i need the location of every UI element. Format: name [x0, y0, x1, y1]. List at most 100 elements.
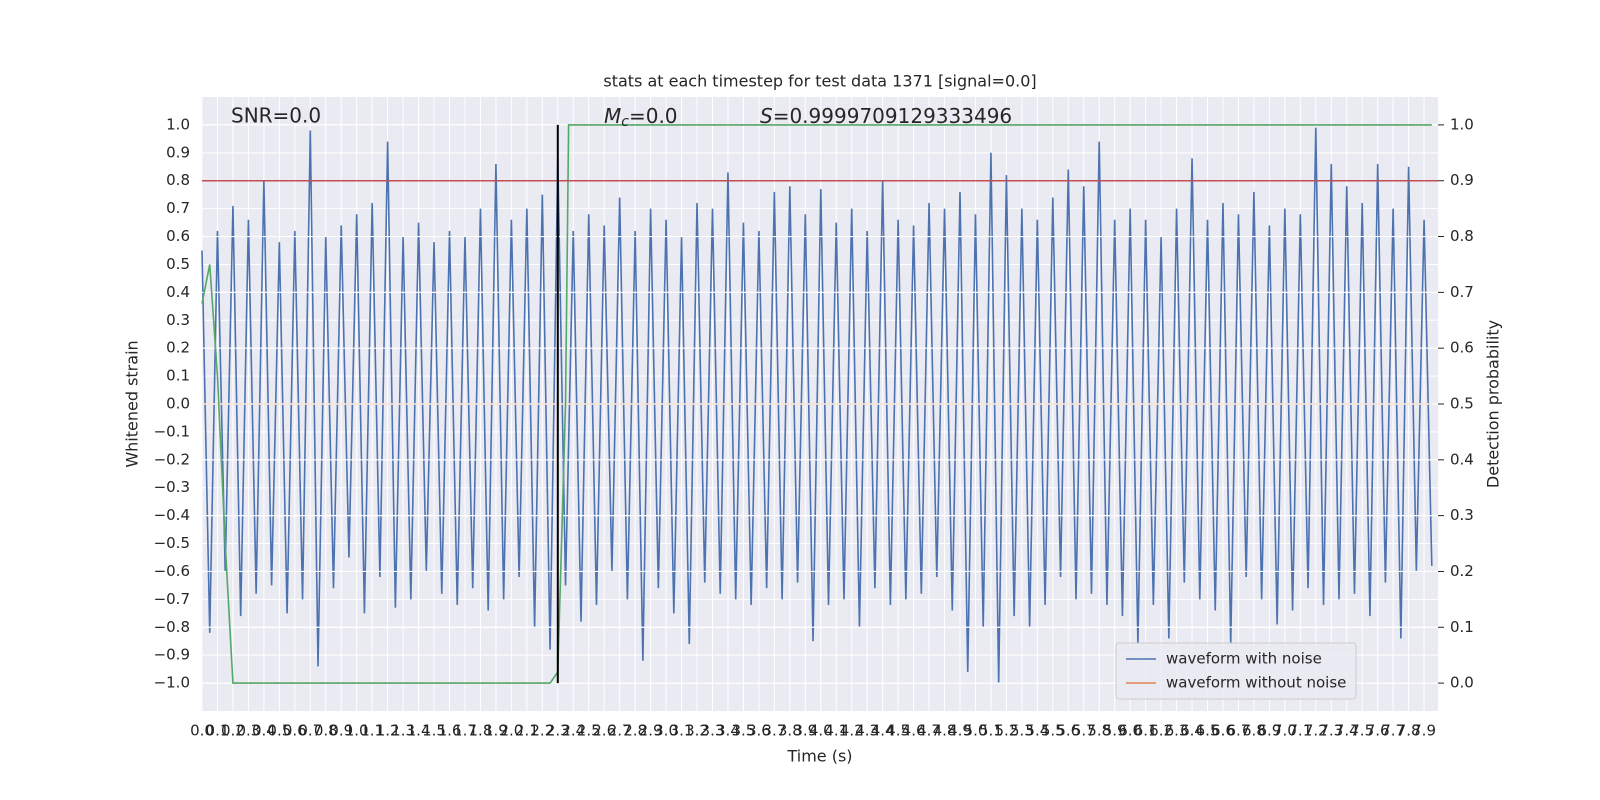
annotation-symbol: M: [604, 104, 621, 128]
x-tick-label: 1.7: [453, 722, 477, 740]
y-tick-label: 0.4: [166, 283, 190, 301]
x-tick-label: 3.8: [778, 722, 802, 740]
x-tick-label: 3.6: [747, 722, 771, 740]
legend: waveform with noise waveform without nois…: [1115, 642, 1357, 700]
x-tick-label: 0.8: [314, 722, 338, 740]
x-tick-label: 0.2: [221, 722, 245, 740]
x-tick-label: 3.7: [762, 722, 786, 740]
y-tick-label: −0.3: [154, 478, 190, 496]
x-tick-label: 4.9: [948, 722, 972, 740]
x-tick-label: 1.0: [345, 722, 369, 740]
y2-tick-label: 0.8: [1450, 227, 1474, 245]
y-axis-label: Whitened strain: [123, 340, 142, 467]
x-tick-label: 4.5: [886, 722, 910, 740]
y-tick-label: 0.0: [166, 395, 190, 413]
y2-axis-label: Detection probability: [1484, 320, 1503, 488]
y-tick-label: 0.7: [166, 199, 190, 217]
x-tick-label: 3.5: [731, 722, 755, 740]
y-tick-label: 0.3: [166, 311, 190, 329]
y2-tick-label: 0.1: [1450, 618, 1474, 636]
y-tick-label: −0.6: [154, 562, 190, 580]
x-tick-label: 5.0: [964, 722, 988, 740]
x-tick-label: 0.5: [267, 722, 291, 740]
legend-label: waveform with noise: [1166, 650, 1322, 668]
x-tick-label: 2.5: [577, 722, 601, 740]
y-tick-label: 0.1: [166, 367, 190, 385]
x-tick-label: 1.3: [391, 722, 415, 740]
annotation: Mc=0.0: [604, 104, 678, 131]
x-tick-label: 7.6: [1366, 722, 1390, 740]
y2-tick-label: 0.6: [1450, 339, 1474, 357]
x-tick-label: 1.8: [469, 722, 493, 740]
annotation-symbol: S: [760, 104, 773, 128]
y-tick-label: −0.7: [154, 590, 190, 608]
x-tick-label: 2.7: [608, 722, 632, 740]
y-tick-label: 1.0: [166, 115, 190, 133]
annotation: S=0.9999709129333496: [760, 104, 1012, 128]
y-tick-label: 0.8: [166, 171, 190, 189]
x-tick-label: 5.3: [1010, 722, 1034, 740]
x-tick-label: 5.4: [1025, 722, 1049, 740]
x-tick-label: 1.1: [360, 722, 384, 740]
x-tick-label: 7.2: [1304, 722, 1328, 740]
x-tick-label: 6.2: [1149, 722, 1173, 740]
legend-box: [1115, 642, 1357, 700]
x-tick-label: 3.9: [793, 722, 817, 740]
x-tick-label: 6.0: [1118, 722, 1142, 740]
annotation-text: =0.0: [629, 104, 678, 128]
y2-tick-label: 0.5: [1450, 395, 1474, 413]
x-tick-label: 7.9: [1412, 722, 1436, 740]
x-tick-label: 6.8: [1242, 722, 1266, 740]
x-tick-label: 1.6: [438, 722, 462, 740]
x-tick-label: 5.1: [979, 722, 1003, 740]
x-tick-label: 4.3: [855, 722, 879, 740]
x-tick-label: 4.4: [871, 722, 895, 740]
x-tick-label: 7.0: [1273, 722, 1297, 740]
x-tick-label: 3.4: [716, 722, 740, 740]
y-tick-label: −0.5: [154, 534, 190, 552]
x-tick-label: 2.9: [639, 722, 663, 740]
x-tick-label: 2.1: [515, 722, 539, 740]
y-tick-label: −0.8: [154, 618, 190, 636]
x-tick-label: 5.8: [1087, 722, 1111, 740]
x-tick-label: 0.0: [190, 722, 214, 740]
y-tick-label: 0.9: [166, 143, 190, 161]
x-tick-label: 7.5: [1350, 722, 1374, 740]
x-tick-label: 4.1: [824, 722, 848, 740]
x-tick-label: 0.1: [206, 722, 230, 740]
x-tick-label: 4.7: [917, 722, 941, 740]
y-tick-label: 0.5: [166, 255, 190, 273]
x-tick-label: 0.6: [283, 722, 307, 740]
y2-tick-label: 1.0: [1450, 115, 1474, 133]
y-tick-label: −0.9: [154, 646, 190, 664]
x-tick-label: 5.2: [994, 722, 1018, 740]
x-tick-label: 5.6: [1056, 722, 1080, 740]
x-tick-label: 5.7: [1072, 722, 1096, 740]
x-tick-label: 5.5: [1041, 722, 1065, 740]
probability-line: [201, 124, 1432, 684]
x-axis-label: Time (s): [786, 747, 852, 766]
series-line: [201, 127, 1433, 684]
annotation: SNR=0.0: [231, 104, 321, 128]
x-tick-label: 1.9: [484, 722, 508, 740]
x-tick-label: 6.3: [1165, 722, 1189, 740]
x-tick-label: 5.9: [1103, 722, 1127, 740]
y2-tick-label: 0.9: [1450, 171, 1474, 189]
y-tick-label: −0.1: [154, 422, 190, 440]
x-tick-label: 6.1: [1134, 722, 1158, 740]
x-tick-label: 7.8: [1397, 722, 1421, 740]
x-tick-label: 7.7: [1381, 722, 1405, 740]
x-tick-label: 2.6: [592, 722, 616, 740]
x-tick-label: 2.8: [623, 722, 647, 740]
x-tick-label: 0.3: [236, 722, 260, 740]
y2-tick-label: 0.0: [1450, 674, 1474, 692]
annotation-text: =0.9999709129333496: [773, 104, 1012, 128]
y-tick-label: 0.2: [166, 339, 190, 357]
x-tick-label: 3.2: [685, 722, 709, 740]
y2-tick-label: 0.4: [1450, 450, 1474, 468]
overlay-layer: [201, 124, 1438, 684]
x-tick-label: 0.7: [298, 722, 322, 740]
x-tick-label: 7.3: [1319, 722, 1343, 740]
x-tick-label: 1.5: [422, 722, 446, 740]
x-tick-label: 6.9: [1257, 722, 1281, 740]
